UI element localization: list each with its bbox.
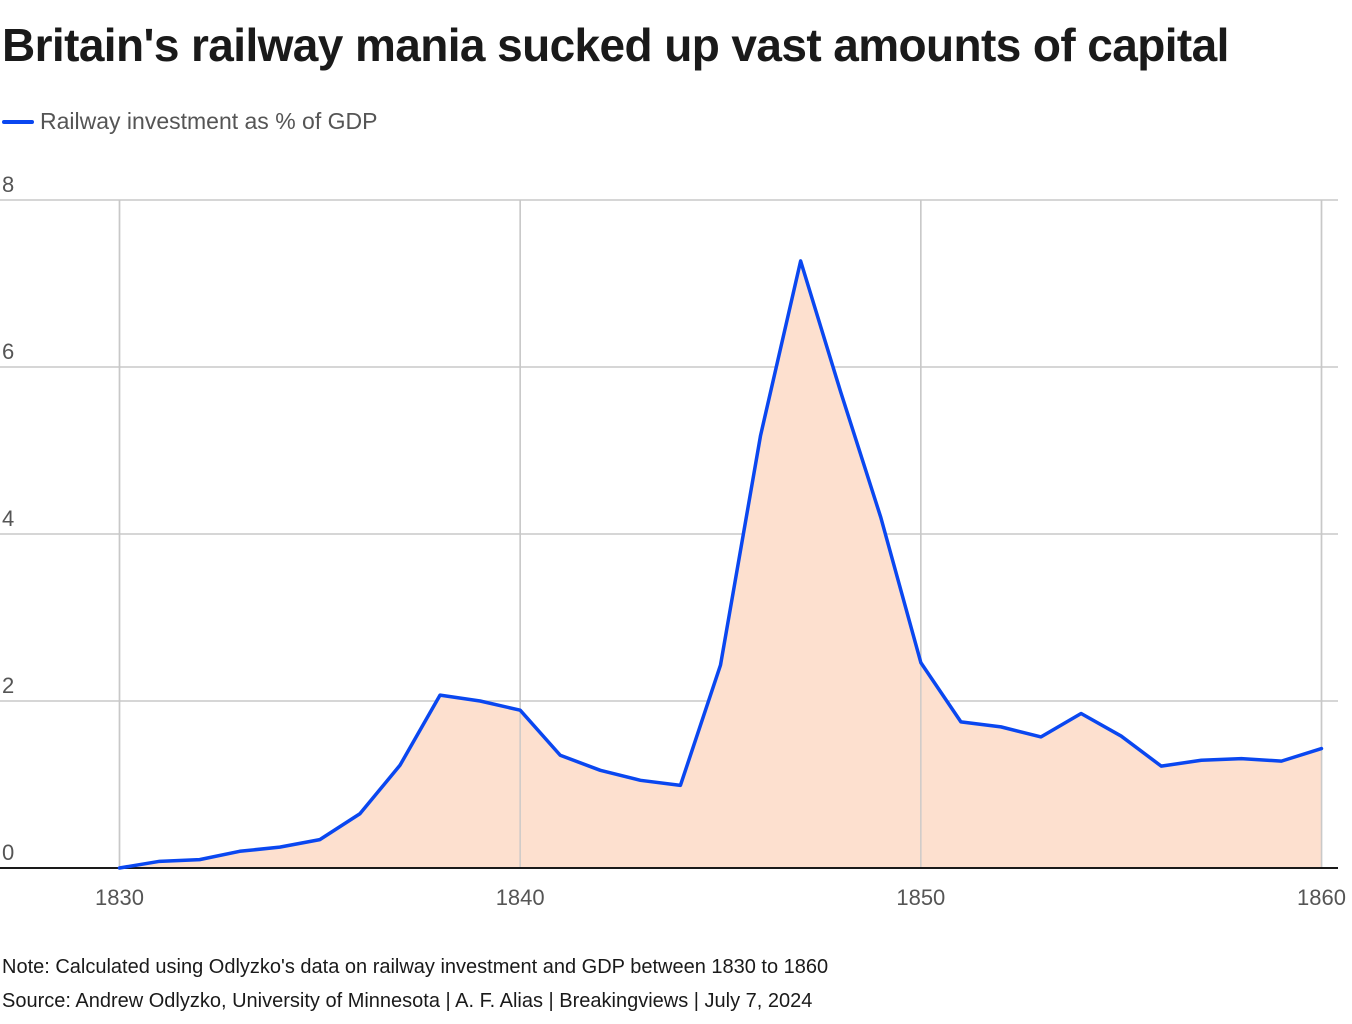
y-tick-label: 4	[2, 506, 14, 531]
data-point-1852	[997, 723, 1005, 731]
x-tick-label: 1860	[1297, 885, 1346, 910]
data-point-1856	[1157, 762, 1165, 770]
data-point-1830	[116, 864, 124, 872]
legend: Railway investment as % of GDP	[2, 108, 377, 135]
footnote-note: Note: Calculated using Odlyzko's data on…	[2, 956, 829, 978]
data-point-1857	[1197, 756, 1205, 764]
series-area-fill	[119, 260, 1322, 868]
footnote-source: Source: Andrew Odlyzko, University of Mi…	[2, 990, 813, 1012]
x-tick-label: 1850	[896, 885, 945, 910]
data-point-1854	[1077, 710, 1085, 718]
data-point-1859	[1277, 757, 1285, 765]
data-point-1858	[1237, 755, 1245, 763]
y-axis-ticks: 0 2 4 6 8	[2, 172, 14, 865]
data-point-1833	[236, 847, 244, 855]
data-point-1832	[196, 856, 204, 864]
y-tick-label: 8	[2, 172, 14, 197]
x-axis-ticks: 1830 1840 1850 1860	[95, 885, 1346, 910]
series-line	[117, 259, 1324, 870]
data-point-1846	[757, 431, 765, 439]
data-point-1837	[396, 761, 404, 769]
legend-swatch	[2, 119, 34, 124]
legend-label: Railway investment as % of GDP	[40, 108, 378, 134]
data-point-1845	[717, 661, 725, 669]
data-point-1850	[917, 659, 925, 667]
y-tick-label: 2	[2, 673, 14, 698]
data-point-1842	[596, 766, 604, 774]
data-point-1849	[877, 513, 885, 521]
data-point-1843	[636, 776, 644, 784]
y-tick-label: 6	[2, 339, 14, 364]
data-point-1841	[556, 751, 564, 759]
data-point-1831	[156, 857, 164, 865]
data-point-1855	[1117, 732, 1125, 740]
data-point-1853	[1037, 733, 1045, 741]
chart-title: Britain's railway mania sucked up vast a…	[2, 19, 1229, 71]
line-chart: 0 2 4 6 8 1830 1840 1850 1860	[0, 172, 1346, 910]
y-tick-label: 0	[2, 840, 14, 865]
data-point-1848	[837, 388, 845, 396]
data-point-1836	[356, 810, 364, 818]
data-point-1847	[797, 257, 805, 265]
data-point-1834	[276, 843, 284, 851]
x-tick-label: 1840	[496, 885, 545, 910]
data-point-1844	[676, 781, 684, 789]
data-point-1860	[1318, 745, 1326, 753]
data-point-1839	[476, 697, 484, 705]
data-point-1851	[957, 718, 965, 726]
data-point-1840	[516, 706, 524, 714]
data-point-1835	[316, 836, 324, 844]
data-point-1838	[436, 691, 444, 699]
x-tick-label: 1830	[95, 885, 144, 910]
